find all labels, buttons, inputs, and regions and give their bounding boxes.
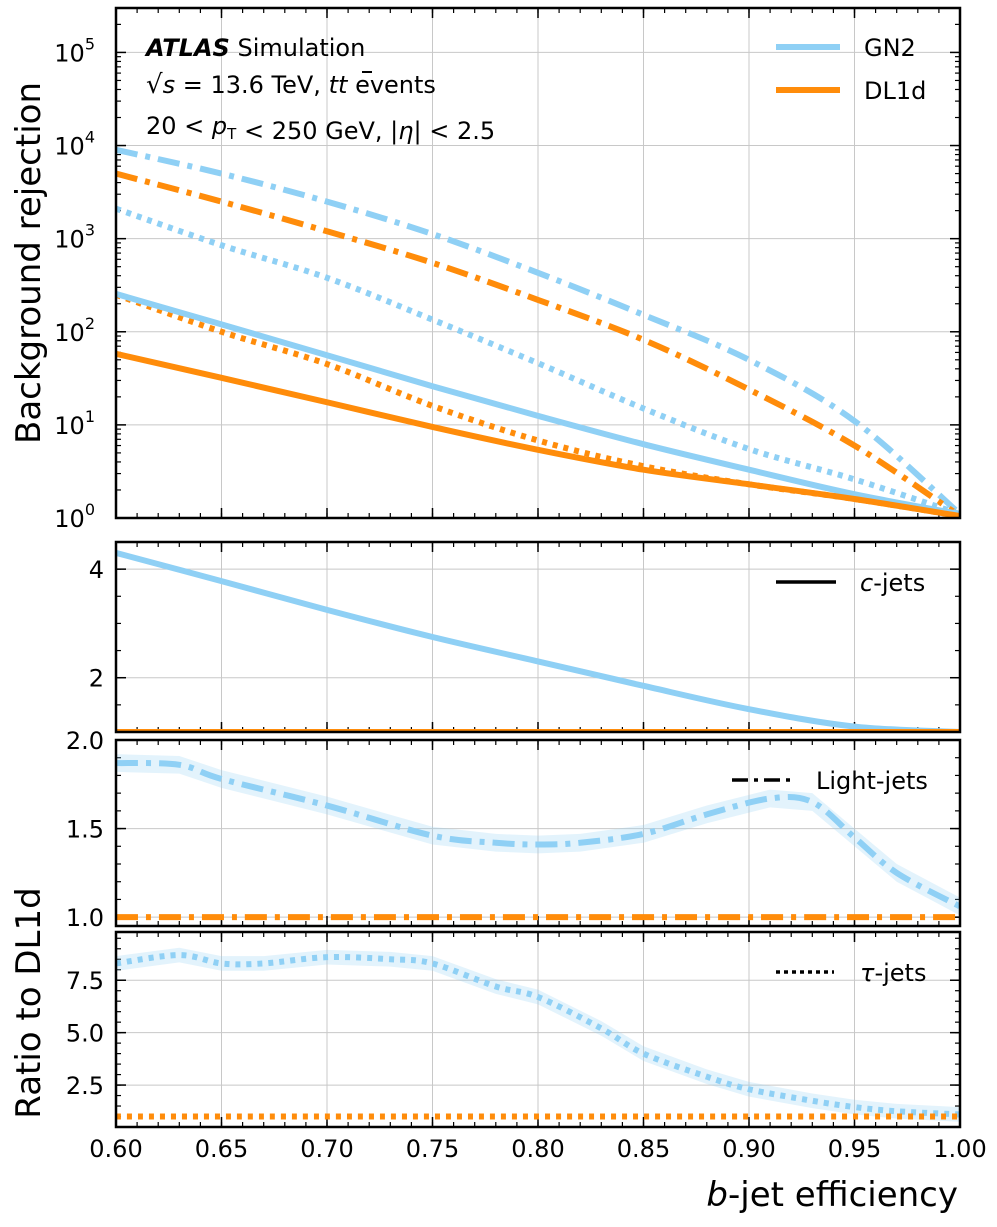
x-axis-title: b-jet efficiency <box>706 1175 958 1215</box>
x-tick-label: 0.65 <box>195 1135 248 1163</box>
tau-jets-legend: τ-jets <box>776 959 926 987</box>
y-tick-label: 101 <box>54 407 95 440</box>
panels: 100101102103104105241.01.52.02.55.07.50.… <box>54 6 987 1163</box>
c-jets-legend: c-jets <box>776 569 925 597</box>
y-tick-label: 4 <box>89 556 104 584</box>
energy-label: √s = 13.6 TeV, tt events <box>146 70 436 100</box>
series-group <box>116 754 960 921</box>
y-tick-label: 102 <box>54 314 95 347</box>
legend-label-c-jets: c-jets <box>860 569 925 597</box>
x-tick-label: 0.80 <box>511 1135 564 1163</box>
y-tick-label: 5.0 <box>66 1020 104 1048</box>
cut-label: 20 < pT < 250 GeV, |η| < 2.5 <box>146 112 495 145</box>
panel-frame <box>114 738 962 928</box>
y-tick-label: 1.5 <box>66 816 104 844</box>
y-tick-label: 7.5 <box>66 967 104 995</box>
y-tick-label: 2.0 <box>66 727 104 755</box>
panel-ratio-light: 1.0 1.5 2.0 <box>66 727 962 932</box>
series-line-gn2-light-jets <box>116 146 960 517</box>
series-line-dl1d-c-jets <box>116 350 960 518</box>
panel-ratio-tau: 2.5 5.0 7.5 0.60 0.65 0.70 0.75 0.80 0.85 0.90 0.9… <box>66 930 987 1163</box>
y-tick-label: 100 <box>54 500 95 533</box>
x-tick-label: 0.90 <box>722 1135 775 1163</box>
series-line-gn2-dl1d-tau-jets <box>116 952 960 1118</box>
series-group <box>116 146 960 518</box>
series-group <box>116 947 960 1122</box>
light-jets-legend: Light-jets <box>732 767 928 795</box>
y-tick-label: 104 <box>54 128 95 161</box>
main-legend: GN2 DL1d <box>776 34 926 105</box>
x-tick-label: 0.70 <box>300 1135 353 1163</box>
y-tick-label: 2.5 <box>66 1072 104 1100</box>
series-group <box>116 549 960 732</box>
series-line-dl1d-tau-jets <box>116 291 960 518</box>
y-tick-label: 1.0 <box>66 904 104 932</box>
legend-label-light-jets: Light-jets <box>816 767 928 795</box>
series-line-gn2-tau-jets <box>116 205 960 517</box>
y-axis-title-main: Background rejection <box>9 82 49 444</box>
y-tick-label: 103 <box>54 221 95 254</box>
panel-frame <box>114 930 962 1129</box>
panel-ratio-c: 24 <box>89 540 962 734</box>
x-tick-label: 0.60 <box>89 1135 142 1163</box>
atlas-label: ATLAS Simulation <box>144 34 365 62</box>
uncertainty-band <box>116 947 960 1122</box>
series-line-dl1d-light-jets <box>116 170 960 518</box>
series-line-gn2-dl1d-c-jets <box>116 549 960 732</box>
panel-frame <box>114 6 962 520</box>
legend-label-gn2: GN2 <box>864 34 916 62</box>
series-line-gn2-c-jets <box>116 291 960 518</box>
uncertainty-band <box>116 754 960 916</box>
y-tick-label: 105 <box>54 34 95 67</box>
panel-main: 100 101 102 103 104 105 <box>54 6 962 533</box>
x-tick-label: 1.00 <box>933 1135 986 1163</box>
x-tick-label: 0.75 <box>406 1135 459 1163</box>
plot-annotation: ATLAS Simulation √s = 13.6 TeV, tt event… <box>144 34 495 145</box>
panel-frame <box>114 540 962 734</box>
legend-label-dl1d: DL1d <box>864 77 926 105</box>
y-axis-title-ratio: Ratio to DL1d <box>9 887 49 1118</box>
y-tick-label: 2 <box>89 665 104 693</box>
legend-label-tau-jets: τ-jets <box>860 959 926 987</box>
series-line-gn2-dl1d-light-jets <box>116 760 960 910</box>
x-tick-label: 0.95 <box>828 1135 881 1163</box>
x-tick-label: 0.85 <box>617 1135 670 1163</box>
